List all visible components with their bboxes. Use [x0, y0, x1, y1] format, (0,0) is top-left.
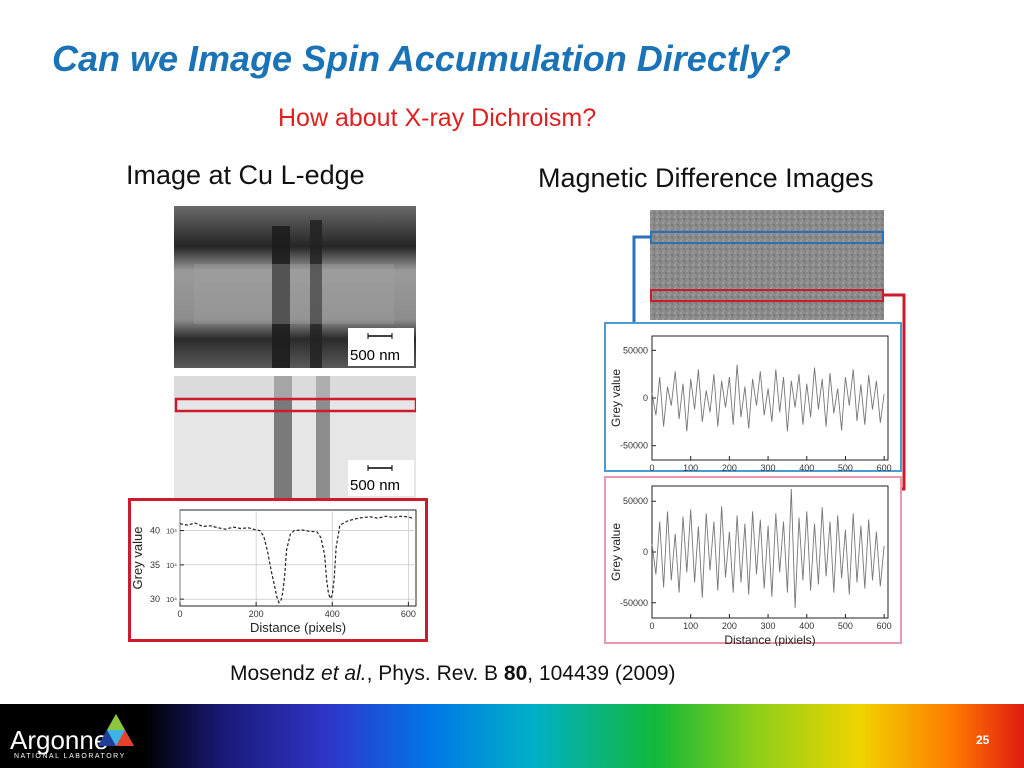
y-tick-label: 35 [150, 560, 160, 570]
y-tick-label: 50000 [623, 496, 648, 506]
citation-authors: Mosendz [230, 662, 322, 685]
citation-etal: et al. [321, 662, 367, 685]
x-tick-label: 100 [683, 621, 698, 631]
y-tick-label: -50000 [620, 598, 648, 608]
x-tick-label: 600 [877, 621, 892, 631]
x-tick-label: 0 [177, 609, 182, 619]
right-column-heading: Magnetic Difference Images [538, 163, 874, 193]
y-tick-label: 30 [150, 594, 160, 604]
series-line [179, 515, 413, 604]
scale-bar-label-top: 500 nm [350, 347, 400, 364]
x-tick-label: 0 [649, 463, 654, 473]
x-tick-label: 500 [838, 463, 853, 473]
x-tick-label: 200 [722, 621, 737, 631]
y-axis-label: Grey value [609, 523, 623, 581]
x-tick-label: 500 [838, 621, 853, 631]
cu-ledge-profile-chart: 0 200 400 600 30 10⁴ 35 10⁴ 40 10⁴ Distance (pixel… [128, 498, 428, 642]
y-tick-label-secondary: 10⁴ [166, 529, 177, 536]
x-axis-label: Distance (pixiels) [724, 633, 815, 646]
slide-subtitle: How about X-ray Dichroism? [278, 104, 597, 132]
series-line [651, 488, 885, 608]
x-tick-label: 400 [799, 621, 814, 631]
y-tick-label-secondary: 10⁴ [166, 563, 177, 570]
scale-bar-label-bottom: 500 nm [350, 477, 400, 494]
argonne-logo-text: Argonne [10, 725, 109, 755]
x-tick-label: 200 [722, 463, 737, 473]
magnetic-profile-chart-red: 0 100 200 300 400 500 600 -50000 0 50000 Distance … [604, 476, 902, 646]
citation-journal: , Phys. Rev. B [366, 662, 504, 685]
x-axis-label: Distance (pixels) [250, 620, 346, 635]
citation-rest: , 104439 (2009) [527, 662, 676, 685]
footer-bar [0, 704, 1024, 768]
magnetic-profile-highlight-blue [650, 231, 884, 244]
x-tick-label: 600 [877, 463, 892, 473]
x-tick-label: 300 [761, 621, 776, 631]
line-profile-highlight-red [174, 397, 416, 413]
series-line [651, 364, 885, 432]
x-tick-label: 0 [649, 621, 654, 631]
x-tick-label: 600 [401, 609, 416, 619]
citation: Mosendz et al., Phys. Rev. B 80, 104439 … [230, 662, 676, 686]
argonne-logo-subtext: NATIONAL LABORATORY [14, 753, 126, 760]
y-tick-label: -50000 [620, 441, 648, 451]
magnetic-profile-chart-blue: 0 100 200 300 400 500 600 -50000 0 50000 Grey valu… [604, 322, 902, 473]
cu-ledge-micrograph-bottom: 500 nm [174, 376, 416, 498]
page-number: 25 [976, 733, 990, 747]
y-tick-label: 40 [150, 526, 160, 536]
x-tick-label: 400 [325, 609, 340, 619]
citation-volume: 80 [503, 662, 528, 685]
cu-ledge-micrograph-top: 500 nm [174, 206, 416, 368]
y-tick-label: 0 [643, 393, 648, 403]
x-tick-label: 300 [761, 463, 776, 473]
y-axis-label: Grey value [130, 527, 145, 590]
left-column-heading: Image at Cu L-edge [126, 160, 365, 190]
x-tick-label: 100 [683, 463, 698, 473]
y-tick-label: 0 [643, 547, 648, 557]
magnetic-profile-highlight-red [650, 289, 884, 302]
y-tick-label: 50000 [623, 345, 648, 355]
magnetic-difference-image [650, 210, 884, 320]
slide-title: Can we Image Spin Accumulation Directly? [52, 38, 791, 79]
argonne-logo-icon [98, 714, 134, 746]
y-tick-label-secondary: 10⁴ [166, 597, 177, 604]
x-tick-label: 200 [249, 609, 264, 619]
y-axis-label: Grey value [609, 369, 623, 427]
x-tick-label: 400 [799, 463, 814, 473]
blue-arrow [632, 235, 650, 328]
